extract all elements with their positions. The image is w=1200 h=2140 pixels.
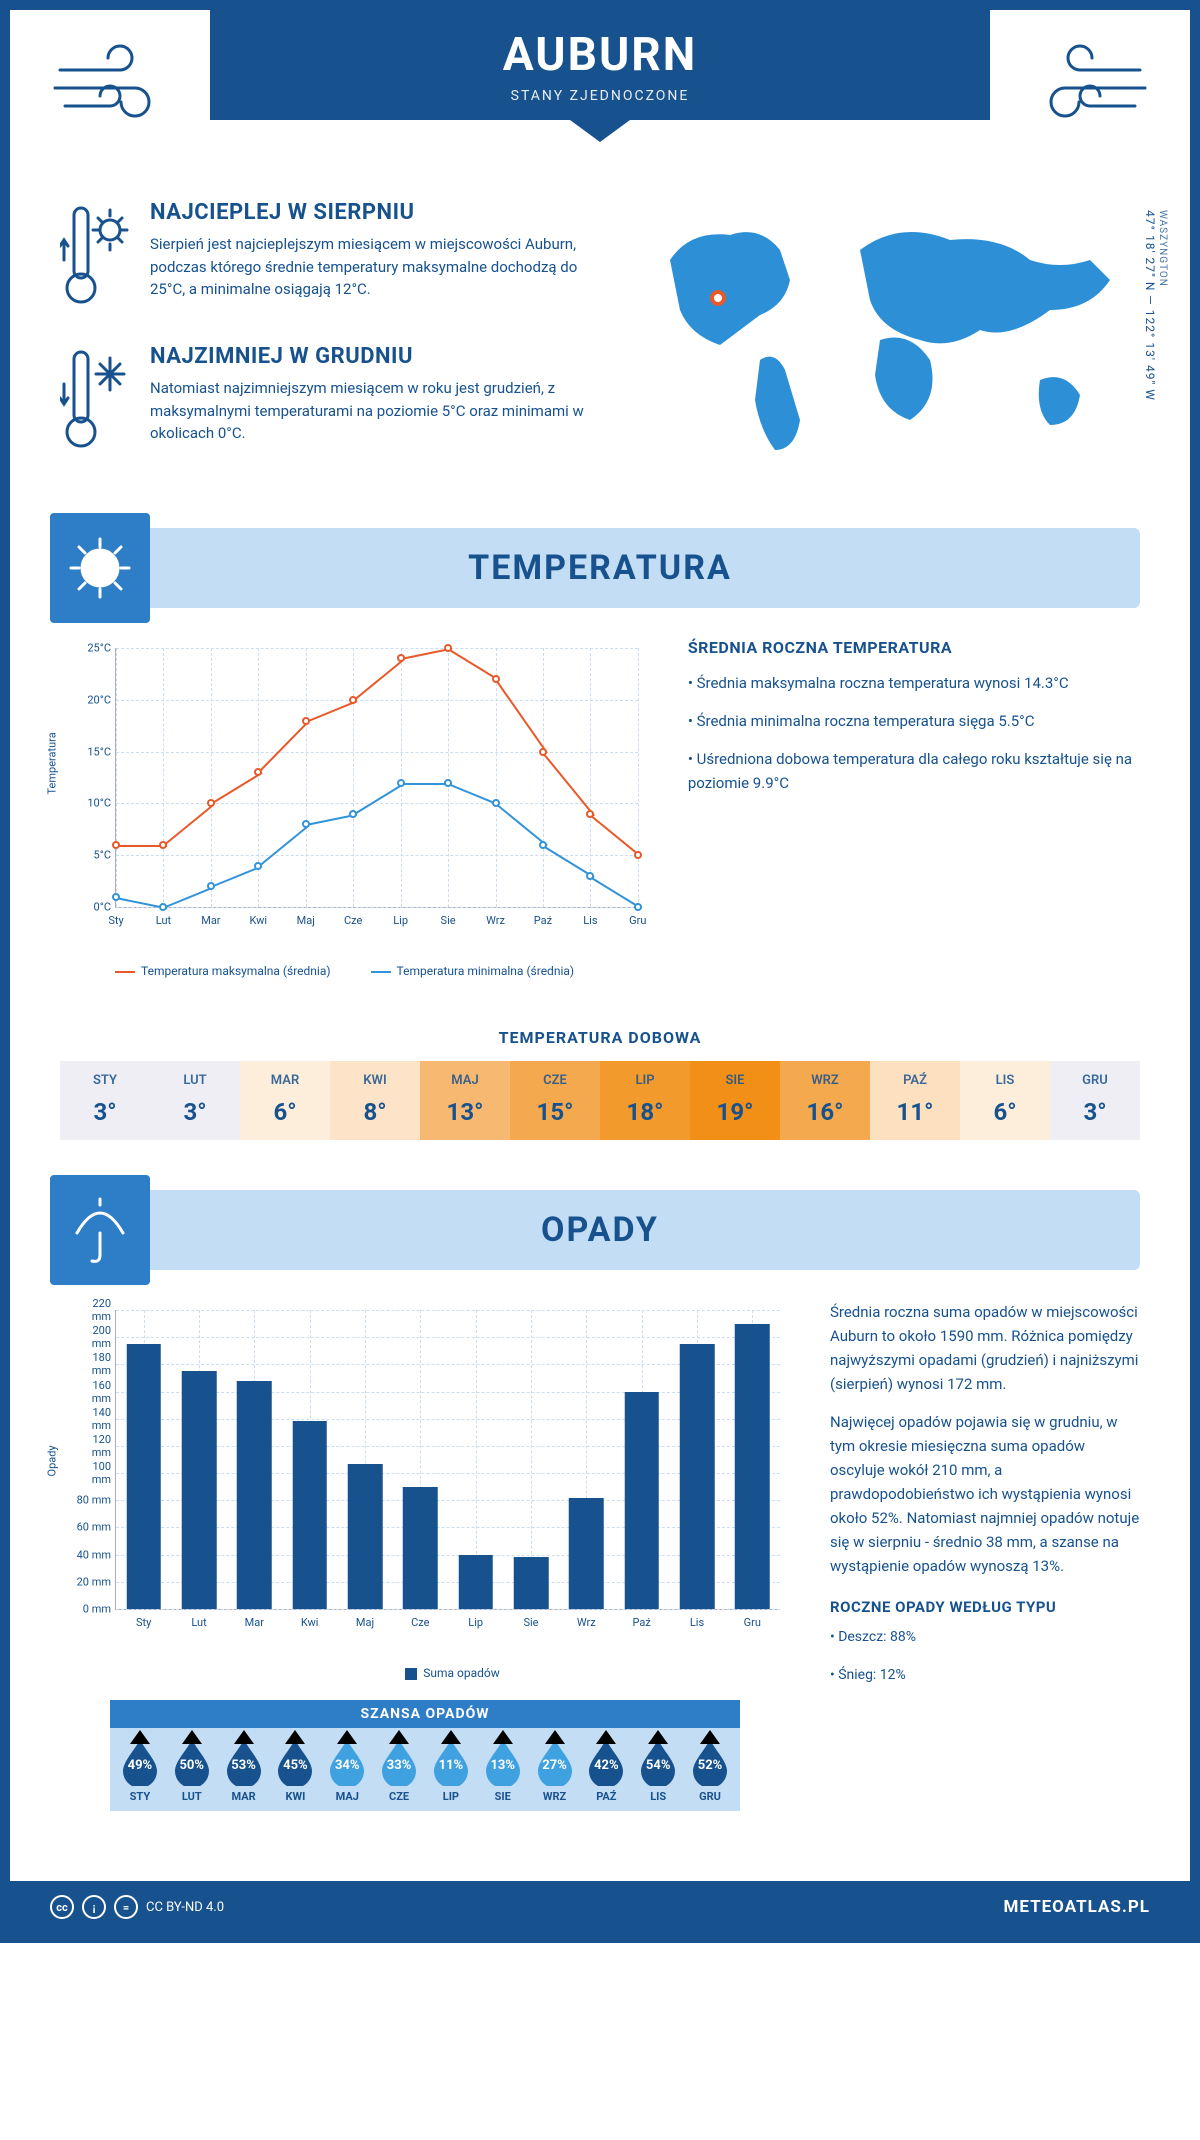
- precip-bar: [182, 1371, 217, 1609]
- location-marker: [710, 290, 726, 306]
- daily-cell: LUT3°: [150, 1061, 240, 1140]
- precip-bar: [458, 1555, 493, 1609]
- rain-chance-drop: 50% LUT: [166, 1738, 218, 1803]
- cc-icon: cc: [50, 1895, 74, 1919]
- daily-temp-table: STY3° LUT3° MAR6° KWI8° MAJ13° CZE15° LI…: [60, 1061, 1140, 1140]
- by-icon: ¡: [82, 1895, 106, 1919]
- title-banner: AUBURN STANY ZJEDNOCZONE: [210, 10, 990, 120]
- precipitation-bar-chart: Opady 0 mm 20 mm 40 mm 60 mm 80 mm 100 m…: [60, 1300, 790, 1680]
- section-banner-precipitation: OPADY: [60, 1190, 1140, 1270]
- daily-cell: LIS6°: [960, 1061, 1050, 1140]
- precip-bar: [514, 1557, 549, 1609]
- rain-chance-title: SZANSA OPADÓW: [110, 1700, 740, 1728]
- legend-min: Temperatura minimalna (średnia): [371, 964, 575, 978]
- section-banner-temperature: TEMPERATURA: [60, 528, 1140, 608]
- precip-bar: [292, 1421, 327, 1609]
- precip-types-title: ROCZNE OPADY WEDŁUG TYPU: [830, 1598, 1140, 1616]
- rain-chance-drop: 11% LIP: [425, 1738, 477, 1803]
- precip-bar: [680, 1344, 715, 1609]
- city-title: AUBURN: [210, 28, 990, 82]
- daily-cell: MAR6°: [240, 1061, 330, 1140]
- umbrella-icon: [50, 1175, 150, 1285]
- legend-max: Temperatura maksymalna (średnia): [115, 964, 331, 978]
- rain-chance-drop: 45% KWI: [269, 1738, 321, 1803]
- sun-icon: [50, 513, 150, 623]
- footer: cc ¡ = CC BY-ND 4.0 METEOATLAS.PL: [10, 1881, 1190, 1933]
- fact-warmest: NAJCIEPLEJ W SIERPNIU Sierpień jest najc…: [60, 200, 610, 314]
- rain-chance-drop: 49% STY: [114, 1738, 166, 1803]
- rain-chance-drop: 54% LIS: [632, 1738, 684, 1803]
- nd-icon: =: [114, 1895, 138, 1919]
- daily-cell: WRZ16°: [780, 1061, 870, 1140]
- precip-bar: [569, 1498, 604, 1609]
- fact-coldest-text: Natomiast najzimniejszym miesiącem w rok…: [150, 377, 610, 445]
- rain-chance-drop: 13% SIE: [477, 1738, 529, 1803]
- world-map: [640, 200, 1140, 464]
- header: AUBURN STANY ZJEDNOCZONE: [10, 10, 1190, 180]
- precip-bar: [624, 1392, 659, 1609]
- license-text: CC BY-ND 4.0: [146, 1900, 224, 1915]
- fact-warmest-text: Sierpień jest najcieplejszym miesiącem w…: [150, 233, 610, 301]
- fact-warmest-title: NAJCIEPLEJ W SIERPNIU: [150, 200, 610, 225]
- temp-legend: Temperatura maksymalna (średnia) Tempera…: [115, 964, 648, 978]
- daily-cell: GRU3°: [1050, 1061, 1140, 1140]
- region-label: WASZYNGTON: [1157, 210, 1168, 397]
- temp-summary-title: ŚREDNIA ROCZNA TEMPERATURA: [688, 638, 1140, 657]
- daily-cell: KWI8°: [330, 1061, 420, 1140]
- daily-cell: PAŹ11°: [870, 1061, 960, 1140]
- license: cc ¡ = CC BY-ND 4.0: [50, 1895, 224, 1919]
- temp-summary-list: • Średnia maksymalna roczna temperatura …: [688, 671, 1140, 795]
- precip-types: ROCZNE OPADY WEDŁUG TYPU • Deszcz: 88%• …: [830, 1598, 1140, 1688]
- rain-chance-drop: 42% PAŹ: [580, 1738, 632, 1803]
- precip-bar: [237, 1381, 272, 1609]
- precip-y-axis-label: Opady: [46, 1445, 59, 1476]
- thermometer-snow-icon: [60, 344, 130, 458]
- daily-cell: LIP18°: [600, 1061, 690, 1140]
- rain-chance-drop: 34% MAJ: [321, 1738, 373, 1803]
- precip-legend: Suma opadów: [115, 1666, 790, 1680]
- daily-cell: STY3°: [60, 1061, 150, 1140]
- rain-chance-strip: SZANSA OPADÓW 49% STY 50% L: [110, 1700, 740, 1811]
- coords-text: 47° 18' 27" N — 122° 13' 49" W: [1143, 210, 1157, 401]
- temp-y-axis-label: Temperatura: [46, 732, 59, 794]
- rain-chance-drop: 52% GRU: [684, 1738, 736, 1803]
- daily-temp-title: TEMPERATURA DOBOWA: [10, 1028, 1190, 1047]
- thermometer-sun-icon: [60, 200, 130, 314]
- coordinates: WASZYNGTON 47° 18' 27" N — 122° 13' 49" …: [1143, 210, 1168, 401]
- wind-icon-right: [1020, 40, 1150, 130]
- precip-bar: [126, 1344, 161, 1609]
- fact-coldest: NAJZIMNIEJ W GRUDNIU Natomiast najzimnie…: [60, 344, 610, 458]
- brand: METEOATLAS.PL: [1003, 1897, 1150, 1917]
- daily-cell: MAJ13°: [420, 1061, 510, 1140]
- country-subtitle: STANY ZJEDNOCZONE: [210, 88, 990, 104]
- precipitation-heading: OPADY: [541, 1210, 659, 1250]
- precip-bar: [348, 1464, 383, 1609]
- temperature-line-chart: Temperatura 0°C 5°C 10°C 15°C 20°C 25°C …: [60, 638, 648, 978]
- precip-summary-text: Średnia roczna suma opadów w miejscowośc…: [830, 1300, 1140, 1578]
- precip-bar: [403, 1487, 438, 1609]
- precip-bar: [735, 1324, 770, 1609]
- wind-icon-left: [50, 40, 180, 130]
- rain-chance-drop: 53% MAR: [218, 1738, 270, 1803]
- daily-cell: CZE15°: [510, 1061, 600, 1140]
- daily-cell: SIE19°: [690, 1061, 780, 1140]
- rain-chance-drop: 33% CZE: [373, 1738, 425, 1803]
- legend-sum: Suma opadów: [405, 1666, 500, 1680]
- temperature-heading: TEMPERATURA: [468, 548, 732, 588]
- fact-coldest-title: NAJZIMNIEJ W GRUDNIU: [150, 344, 610, 369]
- rain-chance-drop: 27% WRZ: [529, 1738, 581, 1803]
